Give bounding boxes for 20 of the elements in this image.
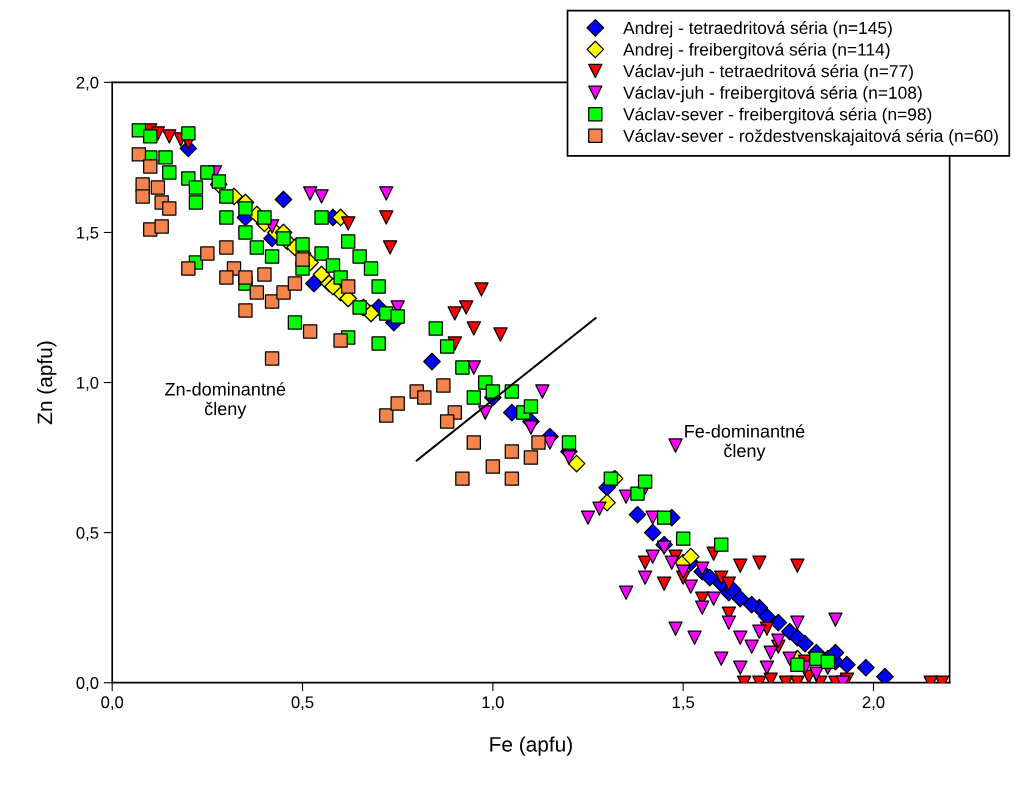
x-axis-title: Fe (apfu) [490, 736, 572, 756]
annotation: Fe-dominantné členy [685, 424, 805, 461]
x-tick-label: 0,5 [291, 696, 314, 711]
x-tick-label: 0,0 [101, 696, 124, 711]
legend-label: Václav-juh - tetraedritová séria (n=77) [623, 64, 913, 81]
y-tick-label: 1,5 [77, 227, 99, 241]
y-tick-label: 0,0 [76, 677, 99, 691]
y-tick-label: 2,0 [76, 76, 99, 91]
annotation: Zn-dominantné členy [165, 382, 286, 419]
y-axis-title: Zn (apfu) [36, 341, 57, 425]
y-tick-label: 0,5 [76, 527, 99, 541]
legend-label: Andrej - tetraedritová séria (n=145) [623, 21, 892, 38]
legend-label: Václav-sever - freibergitová séria (n=98) [623, 107, 932, 124]
x-tick-label: 1,0 [482, 696, 504, 711]
x-tick-label: 2,0 [862, 696, 885, 711]
legend-label: Václav-sever - roždestvenskajaitová séria (n=60) [623, 129, 998, 146]
legend-label: Andrej - freibergitová séria (n=114) [623, 42, 890, 60]
x-tick-label: 1,5 [672, 696, 695, 711]
legend-label: Václav-juh - freibergitová séria (n=108) [623, 85, 922, 103]
y-tick-label: 1,0 [77, 376, 99, 391]
